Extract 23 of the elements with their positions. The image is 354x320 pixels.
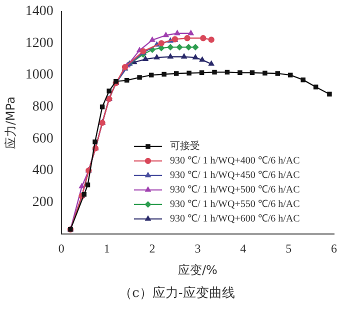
y-tick-label: 1400 bbox=[25, 4, 54, 20]
legend-label: 930 ℃/ 1 h/WQ+450 ℃/6 h/AC bbox=[170, 170, 300, 182]
y-tick-label: 400 bbox=[32, 163, 54, 178]
x-tick-label: 6 bbox=[331, 242, 337, 256]
x-axis-title: 应变/% bbox=[178, 262, 218, 277]
text: （c）应力-应变曲线 bbox=[118, 285, 236, 302]
x-tick-label: 5 bbox=[286, 242, 292, 256]
y-tick-label: 200 bbox=[32, 195, 54, 210]
x-tick-label: 4 bbox=[240, 242, 246, 256]
y-axis-title: 应力/MPa bbox=[3, 96, 18, 150]
y-tick-label: 1200 bbox=[25, 36, 54, 51]
legend-label: 930 ℃/ 1 h/WQ+500 ℃/6 h/AC bbox=[170, 184, 300, 196]
y-tick-label: 600 bbox=[32, 131, 54, 146]
legend-label: 可接受 bbox=[170, 140, 200, 152]
legend-label: 930 ℃/ 1 h/WQ+600 ℃/6 h/AC bbox=[170, 214, 300, 225]
x-tick-label: 2 bbox=[149, 242, 156, 256]
y-tick-label: 800 bbox=[32, 100, 54, 115]
legend-label: 930 ℃/ 1 h/WQ+400 ℃/6 h/AC bbox=[170, 156, 300, 167]
x-tick-label: 0 bbox=[58, 242, 64, 256]
y-tick-label: 1000 bbox=[25, 68, 54, 83]
x-tick-label: 3 bbox=[194, 242, 201, 256]
legend-label: 930 ℃/ 1 h/WQ+550 ℃/6 h/AC bbox=[170, 199, 300, 210]
x-tick-label: 1 bbox=[104, 242, 110, 256]
